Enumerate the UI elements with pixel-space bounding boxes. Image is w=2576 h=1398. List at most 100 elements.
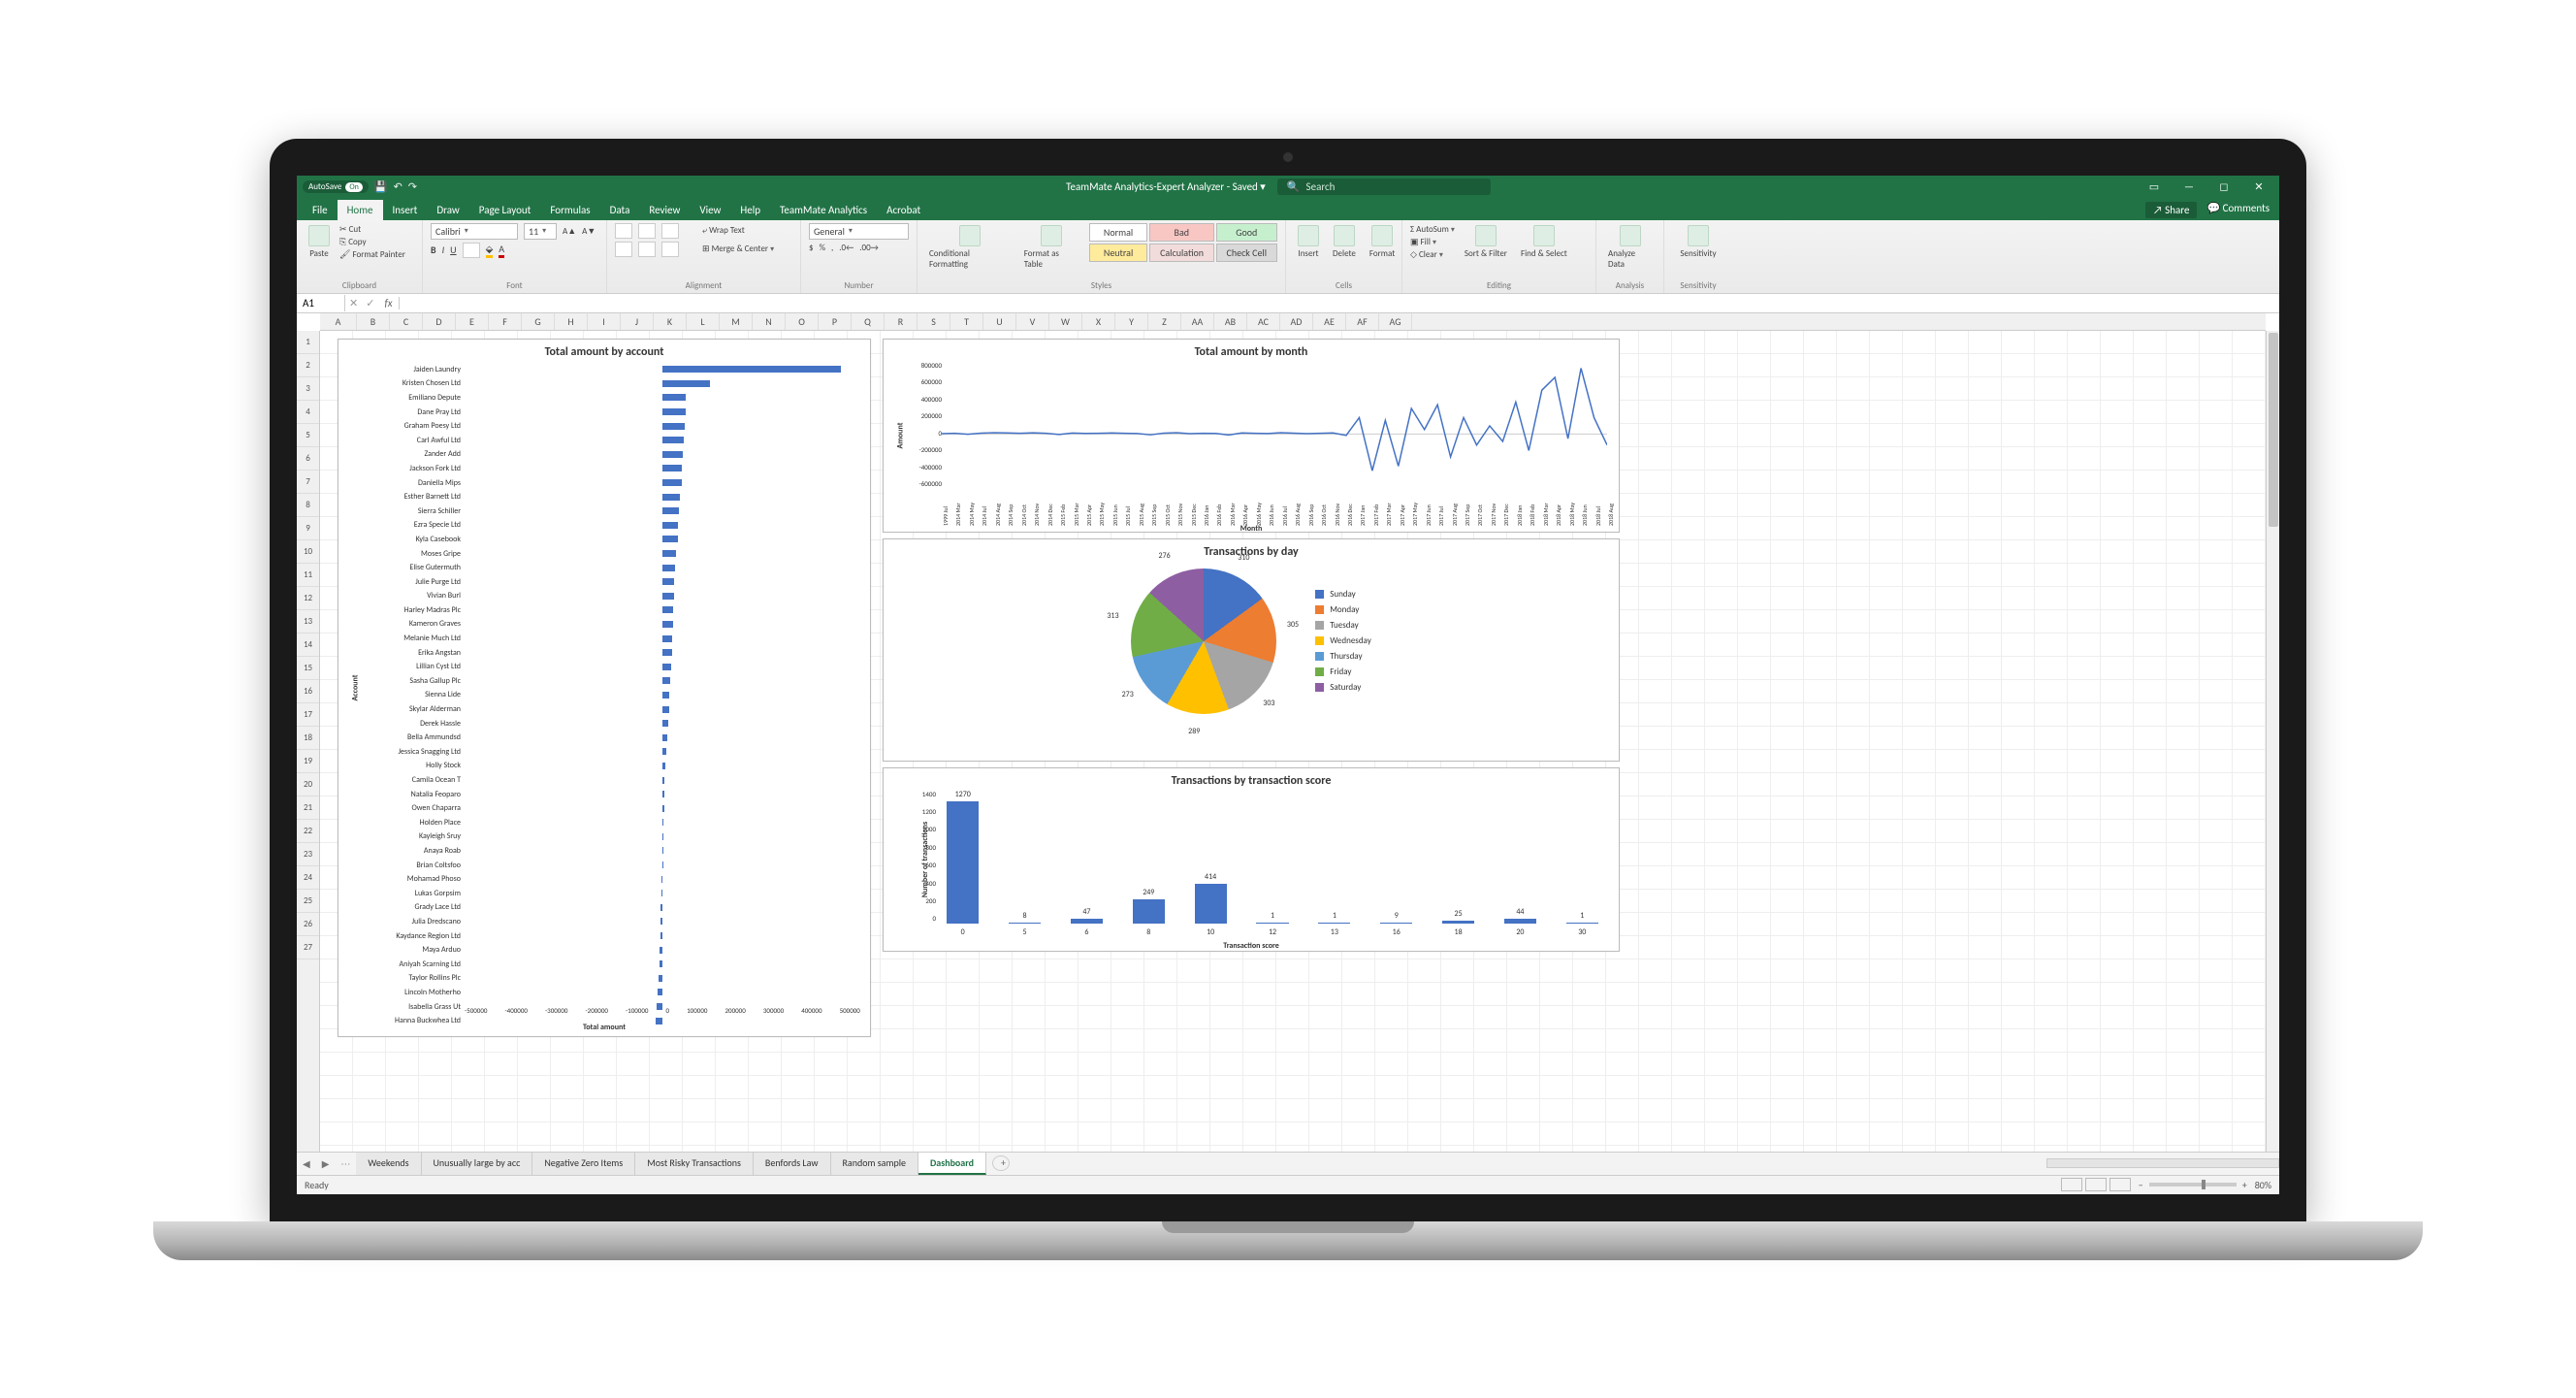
clear-button[interactable]: ◇ Clear ▾ [1410,249,1455,260]
insert-cells-button[interactable]: Insert [1294,223,1323,261]
sensitivity-button[interactable]: Sensitivity [1672,223,1724,261]
format-cells-button[interactable]: Format [1366,223,1399,261]
ribbon-tab-teammate-analytics[interactable]: TeamMate Analytics [770,200,877,220]
col-header[interactable]: O [786,313,819,330]
redo-icon[interactable]: ↷ [408,180,417,193]
row-header[interactable]: 25 [297,890,319,913]
col-header[interactable]: AG [1379,313,1412,330]
normal-view-icon[interactable] [2061,1178,2082,1191]
col-header[interactable]: R [885,313,918,330]
col-header[interactable]: U [983,313,1016,330]
row-header[interactable]: 12 [297,587,319,610]
col-header[interactable]: T [950,313,983,330]
comments-button[interactable]: 💬 Comments [2206,202,2270,218]
col-header[interactable]: L [687,313,720,330]
row-header[interactable]: 8 [297,494,319,517]
row-header[interactable]: 9 [297,517,319,540]
sheet-tab[interactable]: Unusually large by acc [422,1153,533,1175]
col-header[interactable]: D [423,313,456,330]
fx-cancel-icon[interactable]: ✕ [345,297,362,309]
col-header[interactable]: V [1016,313,1049,330]
find-select-button[interactable]: Find & Select [1517,223,1571,261]
ribbon-tab-data[interactable]: Data [600,200,640,220]
col-header[interactable]: J [621,313,654,330]
close-icon[interactable]: ✕ [2244,180,2273,193]
align-center-icon[interactable] [638,242,656,257]
zoom-level[interactable]: 80% [2255,1179,2271,1191]
col-header[interactable]: AA [1181,313,1214,330]
chart-transactions-by-day[interactable]: Transactions by day 31030530328927331327… [883,538,1620,762]
increase-font-icon[interactable]: A▲ [563,226,576,237]
sort-filter-button[interactable]: Sort & Filter [1461,223,1511,261]
number-format-select[interactable]: General▾ [809,223,909,240]
col-header[interactable]: K [654,313,687,330]
cut-button[interactable]: ✂ Cut [339,224,405,235]
underline-button[interactable]: U [450,244,456,256]
sheet-nav-prev-icon[interactable]: ◀ [297,1157,316,1170]
col-header[interactable]: P [819,313,852,330]
merge-center-button[interactable]: ⊞ Merge & Center ▾ [702,244,774,254]
col-header[interactable]: H [555,313,588,330]
font-name-select[interactable]: Calibri▾ [431,223,518,240]
maximize-icon[interactable]: ◻ [2209,180,2238,193]
worksheet-grid[interactable]: ABCDEFGHIJKLMNOPQRSTUVWXYZAAABACADAEAFAG… [297,313,2279,1152]
zoom-in-icon[interactable]: + [2242,1179,2247,1191]
bold-button[interactable]: B [431,244,436,256]
zoom-out-icon[interactable]: − [2139,1179,2143,1191]
delete-cells-button[interactable]: Delete [1329,223,1360,261]
ribbon-mode-icon[interactable]: ▭ [2140,180,2169,193]
row-header[interactable]: 5 [297,424,319,447]
minimize-icon[interactable]: — [2174,180,2204,193]
align-bot-icon[interactable] [661,223,679,239]
ribbon-tab-file[interactable]: File [303,200,338,220]
comma-icon[interactable]: , [831,243,833,253]
ribbon-tab-view[interactable]: View [690,200,730,220]
col-header[interactable]: G [522,313,555,330]
sheet-tab[interactable]: Random sample [831,1153,918,1175]
align-left-icon[interactable] [615,242,632,257]
row-header[interactable]: 13 [297,610,319,634]
col-header[interactable]: AE [1313,313,1346,330]
col-header[interactable]: X [1082,313,1115,330]
align-mid-icon[interactable] [638,223,656,239]
col-header[interactable]: AF [1346,313,1379,330]
row-header[interactable]: 23 [297,843,319,866]
sheet-tab[interactable]: Negative Zero Items [532,1153,635,1175]
col-header[interactable]: C [390,313,423,330]
col-header[interactable]: F [489,313,522,330]
format-painter-button[interactable]: 🖌 Format Painter [339,249,405,260]
search-box[interactable]: 🔍 Search [1277,179,1491,195]
sheet-tab[interactable]: Dashboard [918,1153,986,1175]
col-header[interactable]: AD [1280,313,1313,330]
row-header[interactable]: 14 [297,634,319,657]
col-header[interactable]: W [1049,313,1082,330]
sheet-tab[interactable]: Benfords Law [754,1153,831,1175]
share-button[interactable]: ↗ Share [2145,202,2197,218]
row-header[interactable]: 7 [297,471,319,494]
ribbon-tab-draw[interactable]: Draw [427,200,468,220]
horizontal-scrollbar[interactable] [2046,1158,2279,1168]
fill-button[interactable]: ▣ Fill ▾ [1410,237,1455,247]
row-header[interactable]: 16 [297,680,319,703]
row-header[interactable]: 6 [297,447,319,471]
row-header[interactable]: 22 [297,820,319,843]
currency-icon[interactable]: $ [809,243,814,253]
row-header[interactable]: 11 [297,564,319,587]
ribbon-tab-acrobat[interactable]: Acrobat [877,200,930,220]
ribbon-tab-insert[interactable]: Insert [383,200,428,220]
dec-dec-icon[interactable]: .00→ [859,243,879,253]
col-header[interactable]: AC [1247,313,1280,330]
sheet-nav-menu-icon[interactable]: ⋯ [335,1157,356,1170]
ribbon-tab-page-layout[interactable]: Page Layout [469,200,541,220]
col-header[interactable]: A [320,313,357,330]
name-box[interactable]: A1 [297,295,345,311]
row-header[interactable]: 2 [297,354,319,377]
ribbon-tab-review[interactable]: Review [639,200,690,220]
ribbon-tab-home[interactable]: Home [338,200,383,220]
wrap-text-button[interactable]: ⤶ Wrap Text [702,225,745,236]
row-header[interactable]: 3 [297,377,319,401]
row-header[interactable]: 18 [297,727,319,750]
formula-input[interactable] [400,301,2279,305]
col-header[interactable]: AB [1214,313,1247,330]
conditional-formatting-button[interactable]: Conditional Formatting [925,223,1014,272]
